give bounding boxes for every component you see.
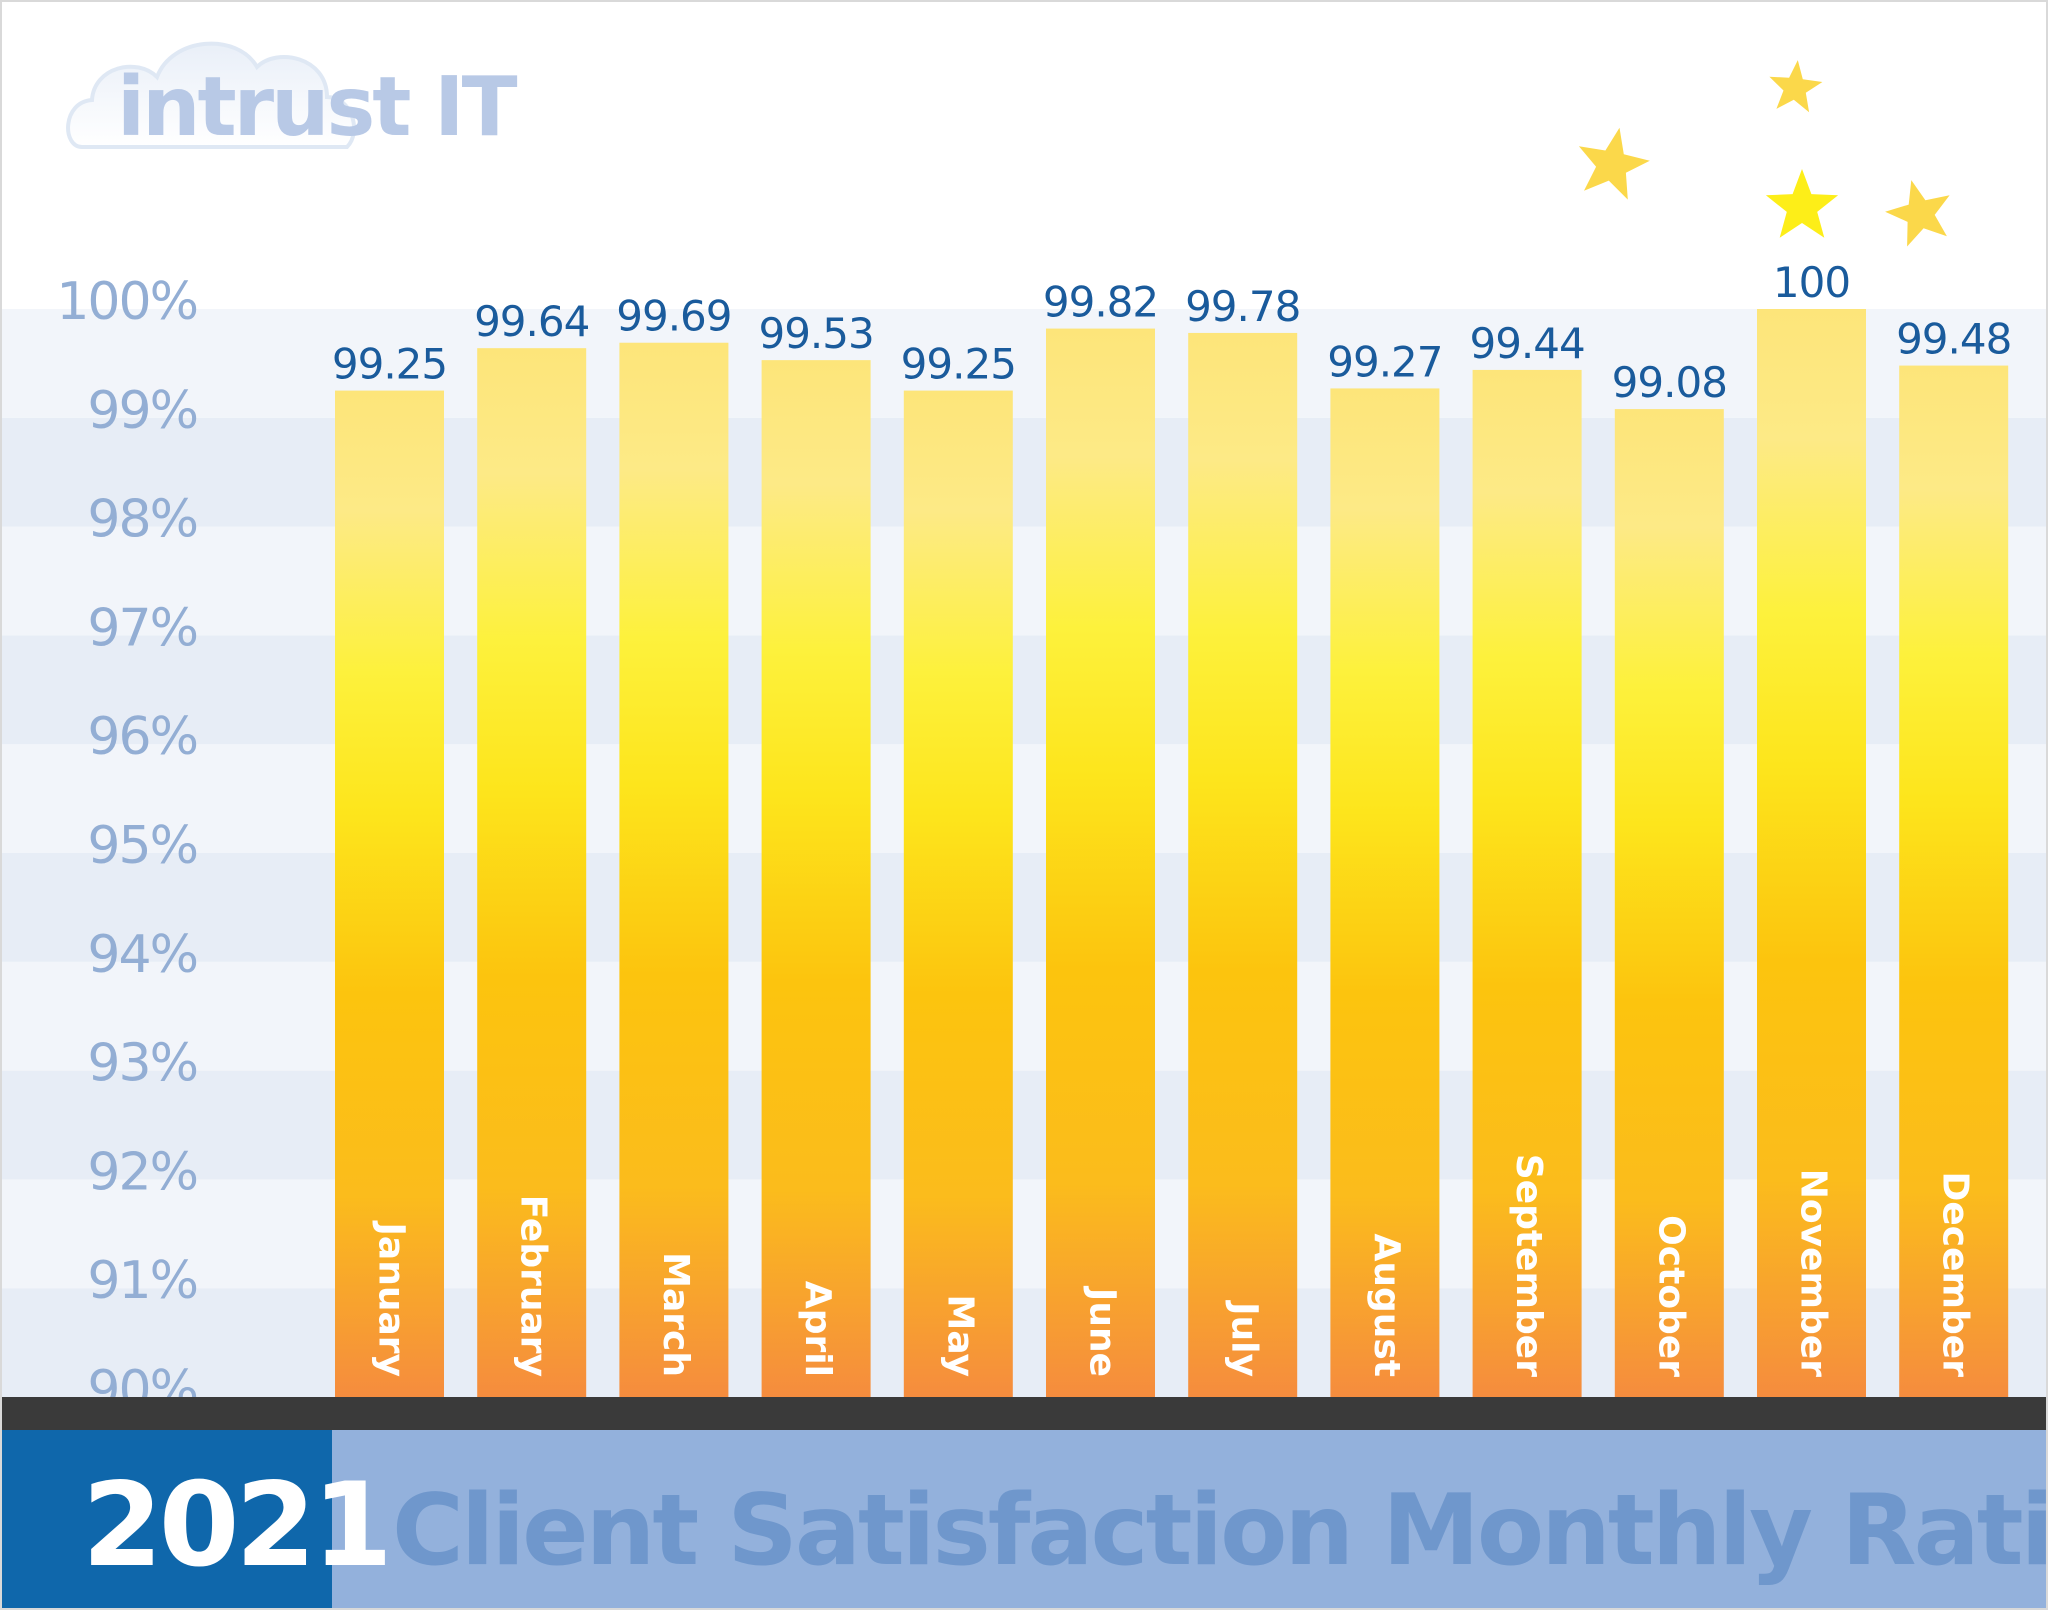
month-label: April: [797, 1281, 838, 1377]
star-icon: [1769, 60, 1823, 113]
grid-band: [2, 635, 2046, 745]
value-label: 99.78: [1185, 282, 1300, 331]
month-label: May: [939, 1295, 980, 1377]
bar-january: [335, 390, 444, 1398]
y-axis: 90%91%92%93%94%95%96%97%98%99%100%: [56, 272, 199, 1420]
value-label: 99.25: [901, 340, 1016, 389]
bar-february: [477, 348, 587, 1398]
month-label: September: [1508, 1154, 1549, 1377]
stars-decoration: [1578, 60, 1950, 247]
value-label: 99.69: [616, 292, 731, 341]
title-bar: 2021 Client Satisfaction Monthly Rating: [2, 1430, 2048, 1608]
month-label: March: [655, 1252, 696, 1377]
bars: 99.25 January 99.64 February 99.69 March 99.53…: [332, 258, 2012, 1398]
star-icon: [1765, 169, 1839, 238]
star-icon: [1578, 127, 1650, 200]
y-tick-label: 100%: [56, 272, 197, 332]
value-label: 99.27: [1327, 337, 1442, 386]
y-tick-label: 95%: [87, 816, 197, 876]
month-label: February: [513, 1195, 554, 1377]
grid-band: [2, 1070, 2046, 1180]
bar-july: [1188, 332, 1298, 1397]
logo-text: intrust IT: [117, 60, 517, 155]
bar-december: [1899, 365, 2009, 1398]
grid-bands: [2, 309, 2046, 1397]
year-box: 2021: [2, 1430, 393, 1608]
y-tick-label: 99%: [87, 381, 197, 441]
bar-april: [761, 360, 871, 1397]
value-label: 99.48: [1896, 315, 2011, 364]
grid-band: [2, 744, 2046, 853]
month-label: January: [371, 1220, 412, 1377]
cloud-icon: [66, 41, 357, 149]
bar-october: [1614, 409, 1724, 1397]
y-tick-label: 92%: [87, 1142, 197, 1202]
grid-band: [2, 1179, 2046, 1289]
y-tick-label: 96%: [87, 707, 197, 767]
y-tick-label: 91%: [87, 1251, 197, 1311]
y-tick-label: 98%: [87, 490, 197, 550]
grid-band: [2, 853, 2046, 962]
y-tick-label: 93%: [87, 1034, 197, 1094]
value-label: 100: [1773, 258, 1850, 307]
bar-may: [903, 390, 1013, 1398]
y-tick-label: 94%: [87, 925, 197, 985]
month-label: October: [1650, 1215, 1691, 1377]
grid-band: [2, 1288, 2046, 1397]
value-label: 99.64: [474, 297, 589, 346]
star-icon: [1885, 180, 1950, 247]
value-label: 99.08: [1612, 358, 1727, 407]
grid-band: [2, 417, 2046, 527]
bar-august: [1330, 388, 1440, 1397]
month-label: July: [1224, 1299, 1265, 1377]
month-label: August: [1366, 1233, 1407, 1377]
bar-june: [1046, 328, 1155, 1398]
bar-september: [1472, 369, 1582, 1398]
bar-november: [1757, 309, 1866, 1397]
value-label: 99.25: [332, 340, 447, 389]
chart-title: Client Satisfaction Monthly Rating: [392, 1474, 2048, 1588]
grid-band: [2, 961, 2046, 1071]
value-label: 99.53: [758, 309, 873, 358]
grid-band: [2, 309, 2046, 418]
month-label: December: [1935, 1171, 1976, 1377]
month-label: June: [1082, 1285, 1123, 1377]
logo: [62, 22, 482, 172]
baseline: [2, 1397, 2046, 1431]
year-label: 2021: [82, 1458, 393, 1593]
month-label: November: [1793, 1169, 1834, 1377]
value-label: 99.44: [1469, 319, 1584, 368]
grid-band: [2, 526, 2046, 636]
y-tick-label: 97%: [87, 598, 197, 658]
bar-march: [619, 342, 729, 1397]
value-label: 99.82: [1043, 278, 1158, 327]
